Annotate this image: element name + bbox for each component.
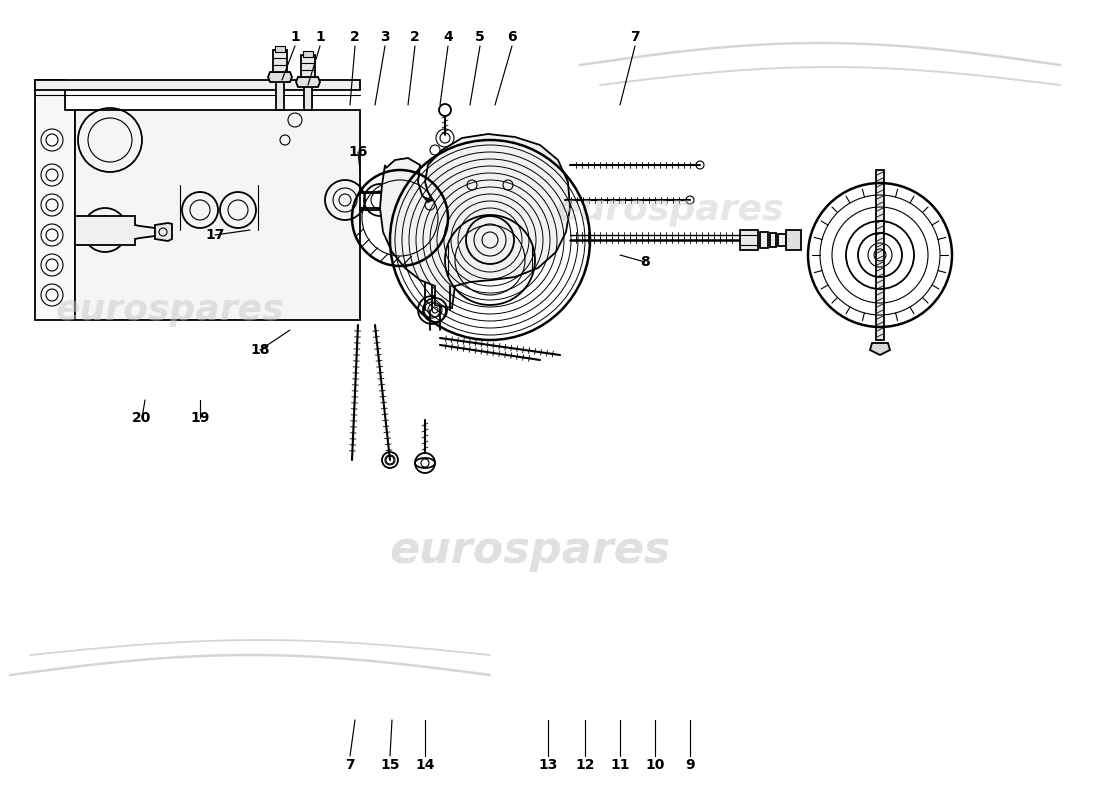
Text: 8: 8 bbox=[640, 255, 650, 269]
Text: 12: 12 bbox=[575, 758, 595, 772]
Text: 2: 2 bbox=[410, 30, 420, 44]
Bar bbox=[786, 230, 801, 250]
Bar bbox=[760, 232, 768, 248]
Text: 18: 18 bbox=[251, 343, 270, 357]
Bar bbox=[876, 170, 884, 340]
Bar bbox=[273, 50, 287, 72]
Polygon shape bbox=[379, 134, 570, 308]
Text: 13: 13 bbox=[538, 758, 558, 772]
Text: 3: 3 bbox=[381, 30, 389, 44]
Text: 15: 15 bbox=[381, 758, 399, 772]
Bar bbox=[301, 55, 315, 77]
Bar bbox=[276, 80, 284, 110]
Polygon shape bbox=[155, 223, 172, 241]
Text: 6: 6 bbox=[507, 30, 517, 44]
Text: 7: 7 bbox=[345, 758, 355, 772]
Text: 11: 11 bbox=[610, 758, 629, 772]
Text: 9: 9 bbox=[685, 758, 695, 772]
Bar bbox=[770, 233, 776, 247]
Text: 10: 10 bbox=[646, 758, 664, 772]
Text: eurospares: eurospares bbox=[56, 293, 284, 327]
Text: 2: 2 bbox=[350, 30, 360, 44]
Polygon shape bbox=[296, 77, 320, 87]
Bar bbox=[740, 230, 758, 250]
Bar bbox=[302, 51, 313, 57]
Text: 7: 7 bbox=[630, 30, 640, 44]
Polygon shape bbox=[75, 216, 155, 245]
Polygon shape bbox=[75, 110, 360, 320]
Text: eurospares: eurospares bbox=[556, 193, 784, 227]
Bar bbox=[275, 46, 285, 52]
Text: 4: 4 bbox=[443, 30, 453, 44]
Text: 19: 19 bbox=[190, 411, 210, 425]
Polygon shape bbox=[268, 72, 292, 82]
Text: 5: 5 bbox=[475, 30, 485, 44]
Polygon shape bbox=[35, 80, 360, 90]
Bar bbox=[304, 85, 312, 110]
Bar bbox=[778, 234, 786, 246]
Polygon shape bbox=[35, 80, 75, 320]
Text: 17: 17 bbox=[206, 228, 224, 242]
Polygon shape bbox=[870, 343, 890, 355]
Text: 20: 20 bbox=[132, 411, 152, 425]
Text: 14: 14 bbox=[416, 758, 434, 772]
Text: eurospares: eurospares bbox=[389, 529, 671, 571]
Text: 16: 16 bbox=[349, 145, 367, 159]
Text: 1: 1 bbox=[315, 30, 324, 44]
Text: 1: 1 bbox=[290, 30, 300, 44]
